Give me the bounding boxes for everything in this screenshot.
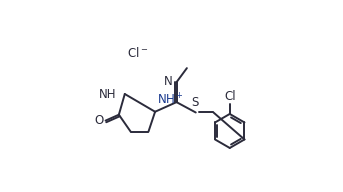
Text: N: N <box>164 75 173 88</box>
Text: NH: NH <box>99 88 117 100</box>
Text: Cl$^-$: Cl$^-$ <box>128 46 149 60</box>
Text: S: S <box>191 96 199 109</box>
Text: O: O <box>95 114 104 127</box>
Text: NH$^+$: NH$^+$ <box>157 93 184 108</box>
Text: Cl: Cl <box>224 90 236 103</box>
